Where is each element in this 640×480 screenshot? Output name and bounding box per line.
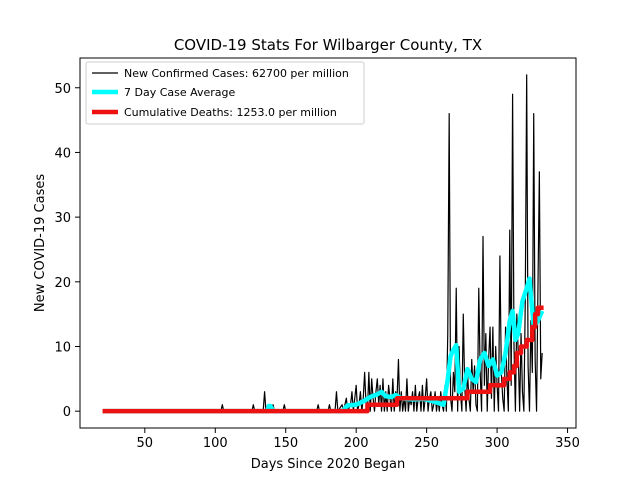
y-tick-label: 20 [54,276,71,291]
series-layer [102,74,545,414]
y-tick-label: 10 [54,340,71,355]
y-tick-label: 0 [63,405,71,420]
y-tick-label: 40 [54,146,71,161]
legend-label-cumulative-deaths: Cumulative Deaths: 1253.0 per million [124,106,337,119]
y-axis: 0 10 20 30 40 50 [54,82,80,420]
new-cases-line [102,74,543,412]
x-tick-label: 50 [137,436,154,451]
plot-frame [79,57,577,429]
x-axis: 50 100 150 200 250 300 350 [137,428,580,451]
x-tick-label: 250 [414,436,439,451]
legend-box [85,61,365,125]
x-tick-label: 350 [555,436,580,451]
seven-day-average-line [102,276,545,414]
x-tick-label: 300 [485,436,510,451]
x-tick-label: 100 [203,436,228,451]
x-tick-label: 200 [344,436,369,451]
y-axis-label: New COVID-19 Cases [33,174,48,312]
y-tick-label: 50 [54,82,71,97]
x-axis-label: Days Since 2020 Began [251,457,406,472]
x-tick-label: 150 [273,436,298,451]
legend-label-new-cases: New Confirmed Cases: 62700 per million [124,67,349,80]
legend-label-7-day-average: 7 Day Case Average [124,86,236,99]
y-tick-label: 30 [54,211,71,226]
chart-title: COVID-19 Stats For Wilbarger County, TX [174,36,482,54]
cumulative-deaths-line [102,305,544,414]
legend: New Confirmed Cases: 62700 per million 7… [85,61,365,125]
